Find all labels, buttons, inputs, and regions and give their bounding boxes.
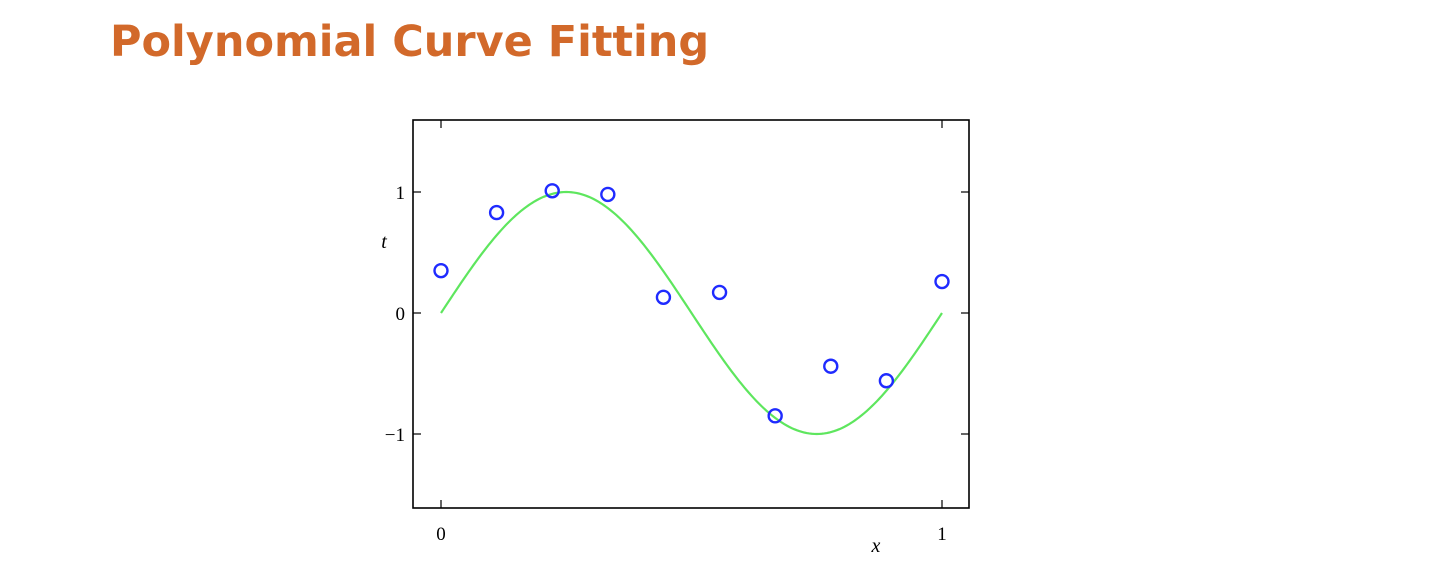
data-point [711, 284, 728, 301]
sine-curve [440, 190, 943, 436]
data-point [433, 262, 449, 279]
plot-frame [412, 119, 970, 509]
data-point [655, 289, 672, 305]
data-point [488, 204, 505, 221]
slide-title: Polynomial Curve Fitting [110, 17, 710, 67]
y-tick-label: 0 [396, 304, 406, 325]
tick-labels: −1 0 1 0 1 [385, 183, 947, 545]
x-tick-label: 0 [436, 524, 446, 545]
y-axis-label: t [381, 231, 387, 253]
x-axis-label: x [871, 535, 881, 557]
ticks-layer [413, 120, 969, 508]
data-point [600, 186, 616, 203]
data-point [823, 358, 839, 374]
data-point [767, 408, 783, 424]
y-tick-label: −1 [385, 425, 405, 446]
data-point [878, 373, 895, 389]
data-points [433, 183, 950, 424]
x-tick-label: 1 [937, 524, 947, 545]
y-tick-label: 1 [396, 183, 406, 204]
data-point [544, 183, 560, 199]
data-point [934, 273, 950, 290]
